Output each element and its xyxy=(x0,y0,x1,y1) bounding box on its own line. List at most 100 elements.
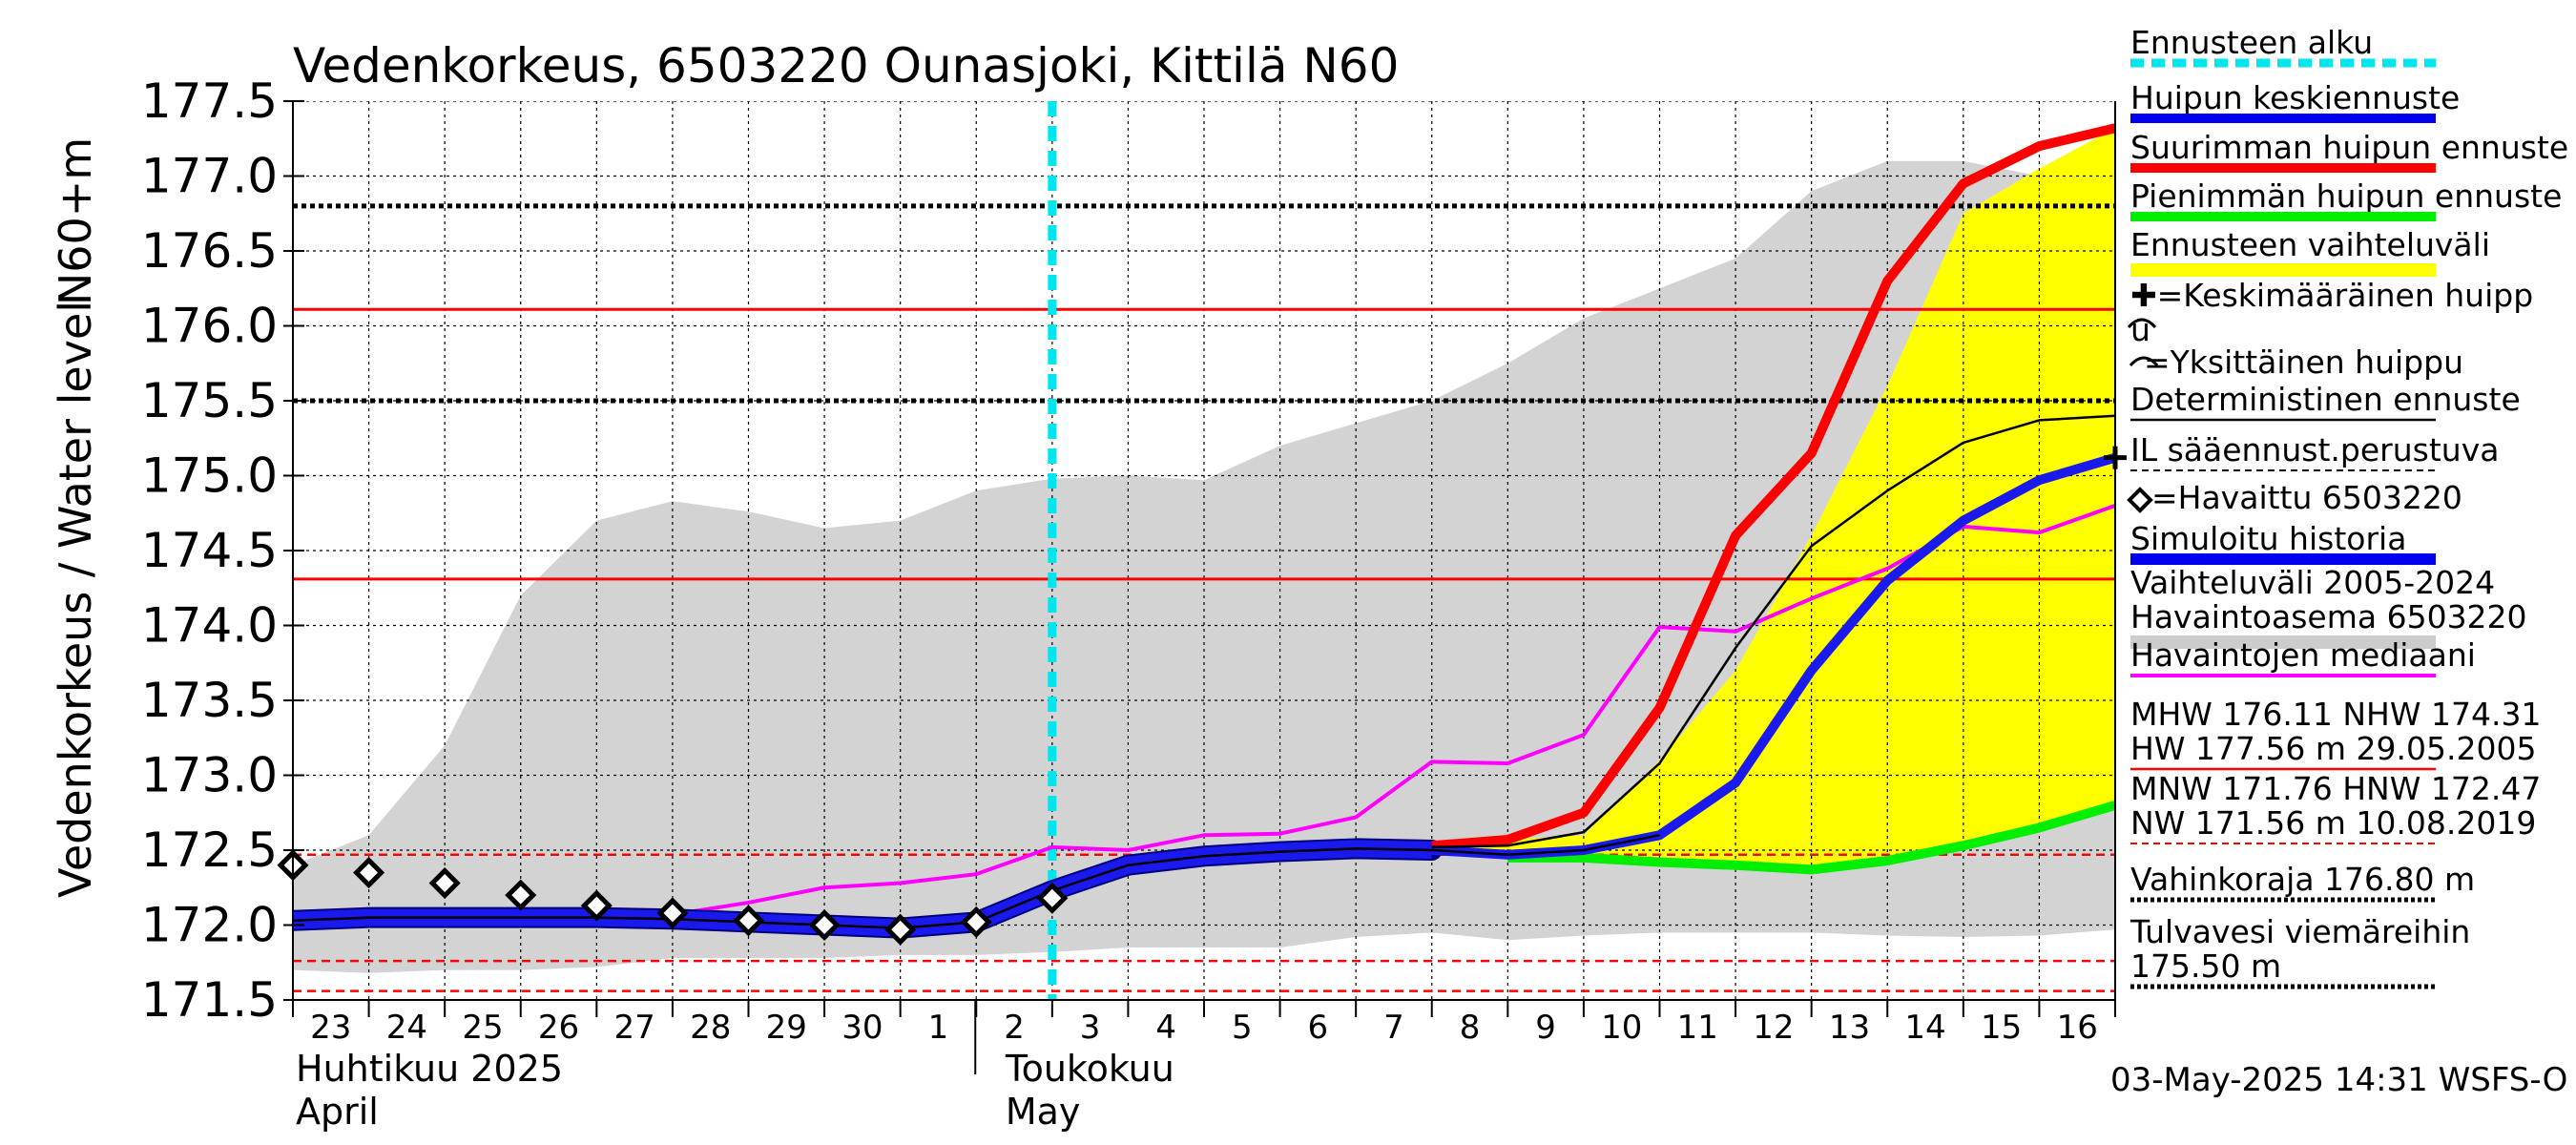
observed-point xyxy=(505,879,537,911)
y-tick-label: 174.0 xyxy=(141,598,278,654)
legend-item: =Yksittäinen huippu xyxy=(2129,344,2463,381)
y-tick-label: 177.5 xyxy=(141,73,278,129)
observed-markers-layer xyxy=(277,446,2127,946)
legend-observed-icon xyxy=(2127,487,2153,513)
legend-single-peak-icon xyxy=(2129,356,2159,367)
chart-title: Vedenkorkeus, 6503220 Ounasjoki, Kittilä… xyxy=(293,38,1399,94)
y-axis-unit-label: N60+m xyxy=(50,137,101,305)
x-tick-label: 26 xyxy=(538,1009,579,1047)
legend-label: Vahinkoraja 176.80 m xyxy=(2130,861,2475,898)
legend-label: ✚=Keskimääräinen huipp xyxy=(2130,277,2533,314)
legend-item: Havaintojen mediaani xyxy=(2130,636,2476,677)
legend-label: Tulvavesi viemäreihin xyxy=(2129,913,2470,950)
x-tick-label: 23 xyxy=(310,1009,351,1047)
x-tick-label: 11 xyxy=(1677,1009,1718,1047)
legend-label: Pienimmän huipun ennuste xyxy=(2130,177,2562,215)
x-tick-label: 7 xyxy=(1383,1009,1404,1047)
x-tick-label: 28 xyxy=(690,1009,731,1047)
legend-item: Simuloitu historia xyxy=(2130,520,2436,565)
y-tick-label: 176.0 xyxy=(141,299,278,354)
month-label-en: April xyxy=(296,1091,379,1133)
legend-item: Pienimmän huipun ennuste xyxy=(2130,177,2562,221)
observed-point xyxy=(580,889,613,922)
x-tick-label: 2 xyxy=(1004,1009,1025,1047)
legend-item: Vahinkoraja 176.80 m xyxy=(2130,861,2475,903)
legend-label: IL sääennust.perustuva xyxy=(2130,431,2499,468)
legend-item: Vaihteluväli 2005-2024 Havaintoasema 650… xyxy=(2130,564,2527,649)
observed-point xyxy=(1036,882,1069,914)
legend-label: MNW 171.76 HNW 172.47 xyxy=(2130,770,2541,807)
legend-item: Suurimman huipun ennuste xyxy=(2130,129,2568,173)
y-tick-label: 175.0 xyxy=(141,448,278,504)
legend-item: Deterministinen ennuste xyxy=(2130,381,2521,422)
legend-label-2: HW 177.56 m 29.05.2005 xyxy=(2130,730,2536,767)
legend-swatch xyxy=(2130,635,2436,649)
legend-label-2: NW 171.56 m 10.08.2019 xyxy=(2130,804,2536,842)
x-tick-label: 12 xyxy=(1753,1009,1794,1047)
legend-item: Huipun keskiennuste xyxy=(2130,79,2460,123)
forecast-band xyxy=(1431,128,2115,868)
y-tick-label: 172.0 xyxy=(141,898,278,953)
legend-label-2: 175.50 m xyxy=(2130,947,2281,985)
y-tick-label: 175.5 xyxy=(141,373,278,428)
x-tick-label: 4 xyxy=(1155,1009,1176,1047)
legend-label: Suurimman huipun ennuste xyxy=(2130,129,2568,166)
observed-point xyxy=(656,897,689,929)
observed-point xyxy=(808,908,841,942)
x-tick-label: 1 xyxy=(928,1009,949,1047)
legend: Ennusteen alku Huipun keskiennuste Suurimm… xyxy=(2127,24,2568,989)
series-line-deterministinen-ennuste xyxy=(1431,414,2115,849)
legend-item: Ennusteen vaihteluväli xyxy=(2130,226,2490,277)
x-tick-label: 13 xyxy=(1829,1009,1870,1047)
x-tick-label: 25 xyxy=(462,1009,503,1047)
threshold-lines-layer xyxy=(293,203,2115,992)
x-tick-label: 6 xyxy=(1308,1009,1329,1047)
month-label-fi: Huhtikuu 2025 xyxy=(296,1048,563,1090)
legend-item: IL sääennust.perustuva xyxy=(2130,431,2499,471)
legend-label: MHW 176.11 NHW 174.31 xyxy=(2130,696,2541,733)
x-tick-label: 16 xyxy=(2057,1009,2098,1047)
y-tick-label: 176.5 xyxy=(141,223,278,279)
legend-item: Ennusteen alku xyxy=(2130,24,2436,68)
legend-item: ✚=Keskimääräinen huippu xyxy=(2127,277,2533,348)
observed-point xyxy=(428,867,461,900)
legend-label: =Havaittu 6503220 xyxy=(2151,479,2462,516)
legend-label-2: Havaintoasema 6503220 xyxy=(2130,598,2527,635)
x-tick-label: 3 xyxy=(1080,1009,1101,1047)
y-tick-label: 174.5 xyxy=(141,523,278,578)
legend-label: Ennusteen alku xyxy=(2130,24,2373,61)
legend-item: Tulvavesi viemäreihin 175.50 m xyxy=(2129,913,2470,989)
x-tick-label: 15 xyxy=(1981,1009,2022,1047)
x-tick-label: 10 xyxy=(1601,1009,1642,1047)
legend-label: Ennusteen vaihteluväli xyxy=(2130,226,2490,263)
legend-label: =Yksittäinen huippu xyxy=(2144,344,2463,381)
x-tick-label: 29 xyxy=(766,1009,807,1047)
legend-item: =Havaittu 6503220 xyxy=(2127,479,2462,516)
axes-layer: 171.5 172.0 172.5 173.0 173.5 174.0 174.5 175.0… xyxy=(141,73,2116,1133)
timestamp: 03-May-2025 14:31 WSFS-O xyxy=(2110,1061,2567,1099)
legend-label: Vaihteluväli 2005-2024 xyxy=(2130,564,2495,601)
month-label-en: May xyxy=(1006,1091,1081,1133)
y-tick-label: 173.5 xyxy=(141,673,278,728)
observed-point xyxy=(732,905,765,937)
x-tick-label: 8 xyxy=(1460,1009,1481,1047)
y-tick-label: 177.0 xyxy=(141,149,278,204)
x-tick-label: 24 xyxy=(386,1009,427,1047)
legend-label: Huipun keskiennuste xyxy=(2130,79,2460,116)
x-tick-label: 14 xyxy=(1904,1009,1945,1047)
x-tick-label: 27 xyxy=(613,1009,654,1047)
observed-point xyxy=(960,906,992,938)
x-tick-label: 5 xyxy=(1232,1009,1253,1047)
series-line-pienimman-huipun-ennuste xyxy=(1507,801,2115,875)
series-layer xyxy=(293,101,2115,1000)
y-tick-label: 172.5 xyxy=(141,822,278,878)
legend-label: Deterministinen ennuste xyxy=(2130,381,2521,418)
legend-label: Havaintojen mediaani xyxy=(2130,636,2476,674)
y-tick-label: 171.5 xyxy=(141,972,278,1028)
y-axis-label: Vedenkorkeus / Water level xyxy=(50,301,101,898)
y-tick-label: 173.0 xyxy=(141,748,278,803)
observed-point xyxy=(884,913,917,946)
